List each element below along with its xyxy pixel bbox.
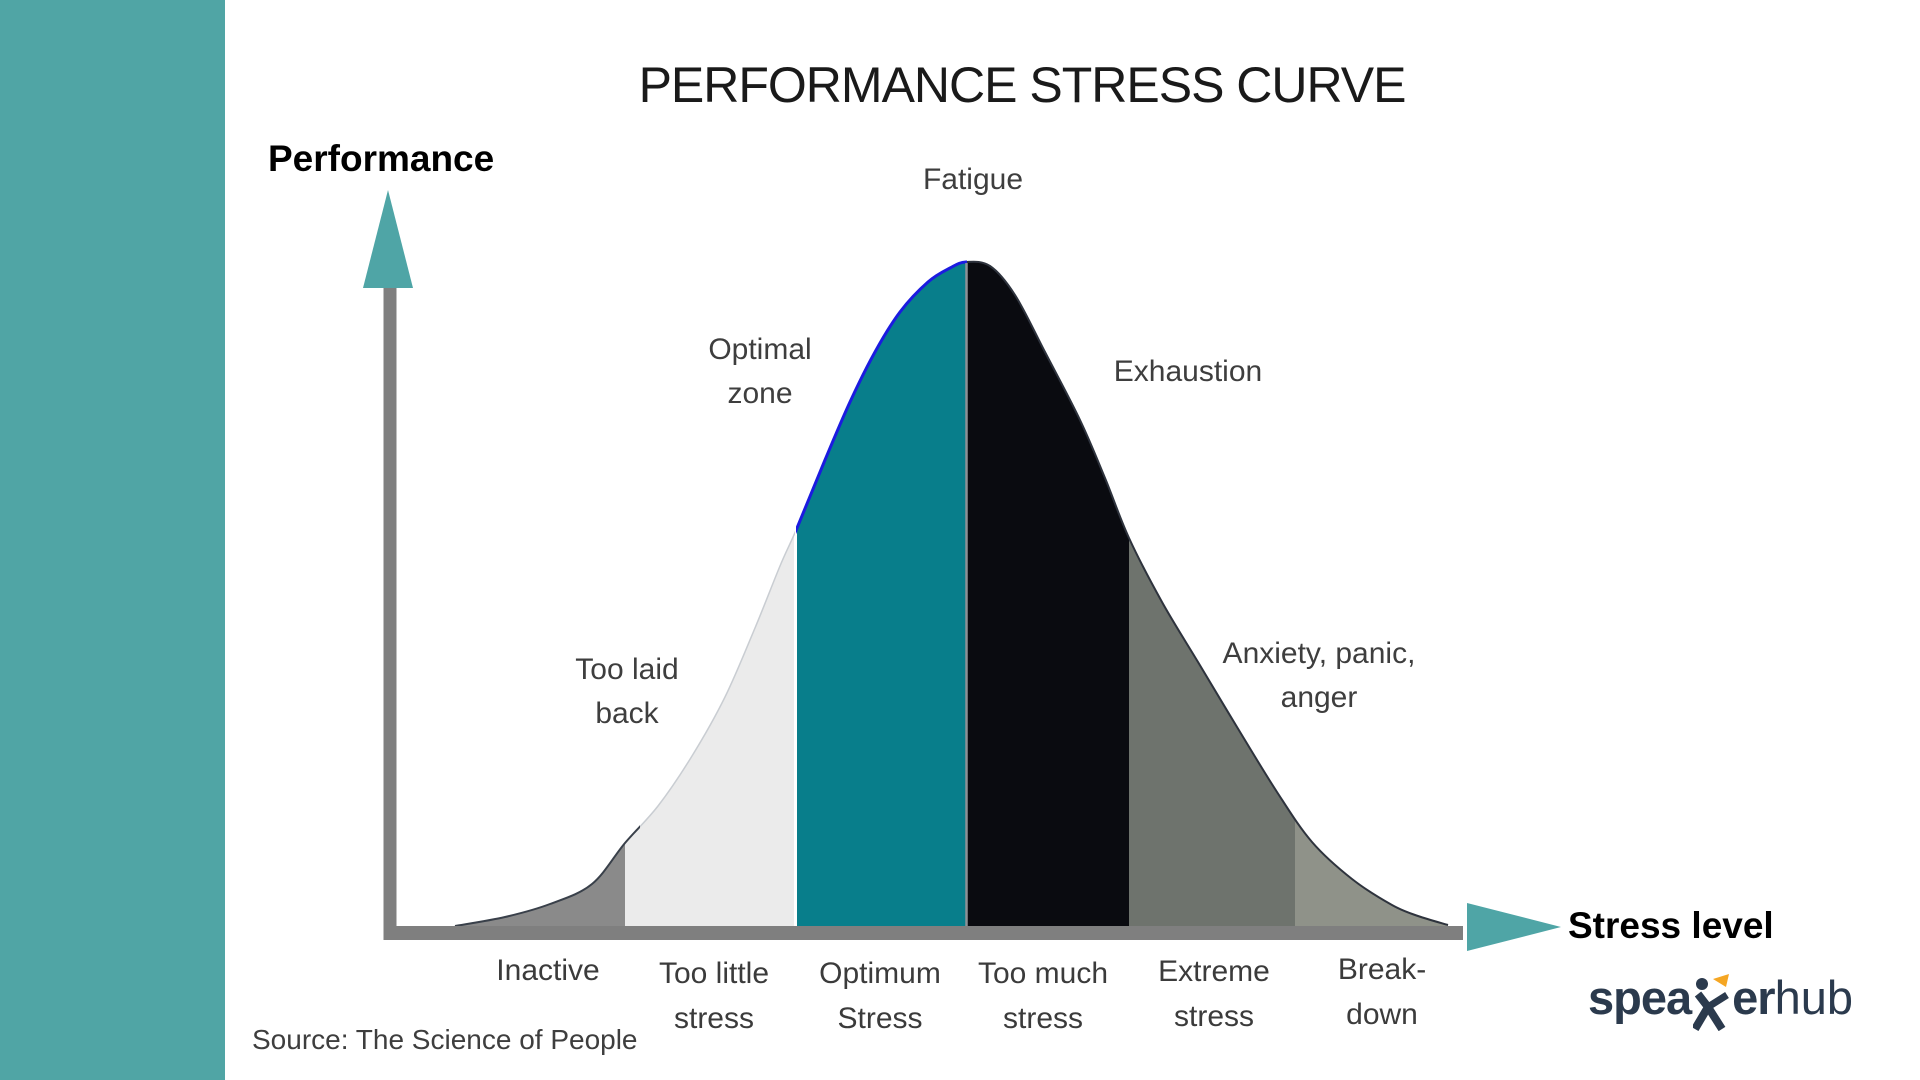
y-axis-arrow-icon	[363, 190, 413, 288]
segment-too-little-stress	[625, 534, 794, 930]
segment-inactive	[455, 843, 625, 930]
zone-label-fatigue: Fatigue	[922, 163, 1024, 196]
segment-extreme-stress	[1129, 538, 1295, 930]
x-label-too-much-stress: Too much stress	[977, 957, 1109, 1035]
y-axis-line	[383, 283, 397, 940]
y-axis-label: Performance	[268, 138, 495, 179]
zone-label-anxiety-panic-anger: Anxiety, panic, anger	[1222, 637, 1416, 714]
logo-text-hub: hub	[1774, 971, 1853, 1024]
x-axis-label: Stress level	[1568, 905, 1774, 946]
x-label-optimum-stress: Optimum Stress	[819, 957, 941, 1035]
logo-person-k-icon	[1691, 973, 1731, 1032]
speakerhub-logo: spea er hub	[1588, 970, 1853, 1032]
segment-too-much-stress	[966, 261, 1129, 930]
logo-text-spea: spea	[1588, 971, 1692, 1024]
zone-label-optimal-zone: Optimal zone	[708, 333, 812, 410]
zone-label-too-laid-back: Too laid back	[575, 653, 679, 730]
x-axis-arrow-icon	[1467, 903, 1561, 951]
zone-label-exhaustion: Exhaustion	[1113, 355, 1263, 388]
x-label-inactive: Inactive	[496, 954, 600, 987]
curve-outline-right	[967, 260, 1449, 926]
axes	[363, 190, 1561, 951]
curve-outline-faint	[640, 530, 795, 828]
source-note: Source: The Science of People	[252, 1024, 638, 1055]
curve-optimal-blue-edge	[796, 260, 967, 535]
x-axis-line	[383, 926, 1463, 940]
x-label-too-little-stress: Too little stress	[658, 957, 770, 1035]
x-label-break-down: Break- down	[1337, 953, 1427, 1031]
curve-segments	[454, 260, 1449, 930]
page-title: PERFORMANCE STRESS CURVE	[638, 57, 1407, 113]
x-label-extreme-stress: Extreme stress	[1158, 955, 1270, 1033]
segment-break-down	[1295, 819, 1448, 930]
logo-text-er: er	[1732, 971, 1775, 1024]
sidebar-band	[0, 0, 225, 1080]
